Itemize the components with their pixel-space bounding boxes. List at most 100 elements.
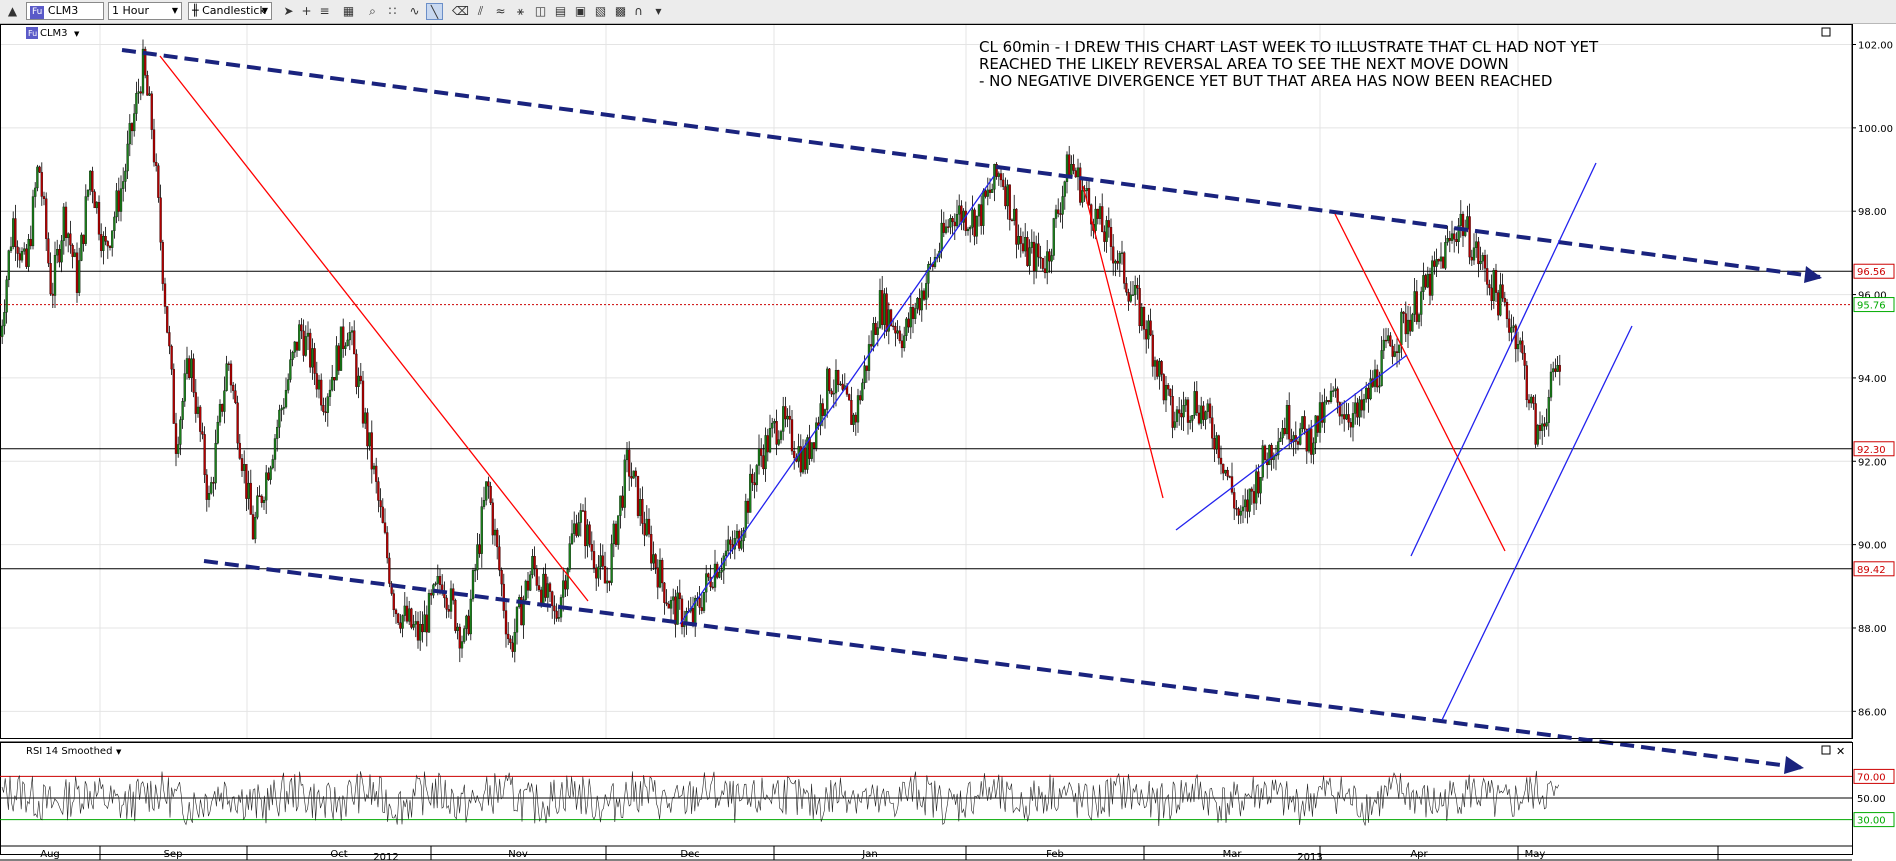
candle-body <box>718 572 721 578</box>
candle-body <box>940 222 943 252</box>
text-tool-icon[interactable]: ▤ <box>554 4 567 18</box>
candle-body <box>254 517 257 540</box>
more-tools-icon[interactable]: ▼ <box>655 7 662 16</box>
candle-body <box>408 608 411 622</box>
candle-body <box>524 580 527 600</box>
grid-icon[interactable]: ▦ <box>342 4 355 18</box>
gann-tool-icon[interactable]: ▧ <box>594 4 607 18</box>
candle-body <box>1224 469 1227 474</box>
candle-body <box>56 249 59 256</box>
candle-body <box>84 196 87 244</box>
candle-body <box>73 252 76 257</box>
candle-body <box>1114 260 1117 264</box>
add-study-icon[interactable]: ≡ <box>319 4 330 18</box>
price-chart[interactable]: Fu CLM3 ▼ CL 60min - I DREW THIS CHART L… <box>0 24 1896 861</box>
candle-body <box>493 529 497 536</box>
candle-body <box>854 414 857 423</box>
maximize-panel-icon[interactable] <box>1821 745 1831 755</box>
candle-body <box>247 482 250 499</box>
annotation-text: CL 60min - I DREW THIS CHART LAST WEEK T… <box>979 38 1599 90</box>
candle-body <box>1310 428 1313 455</box>
collapse-up-icon[interactable]: ▲ <box>7 4 18 18</box>
candle-body <box>212 482 215 484</box>
candle-body <box>1362 398 1366 411</box>
candle-body <box>777 439 780 445</box>
candle-body <box>236 402 239 444</box>
candle-body <box>760 448 763 456</box>
magnet-icon[interactable]: ∩ <box>634 4 643 18</box>
candle-body <box>368 432 371 447</box>
candle-body <box>9 246 13 251</box>
draw-mode-icon[interactable]: ∿ <box>409 4 420 18</box>
candle-body <box>1552 368 1555 373</box>
interval-select[interactable]: 1 Hour ▼ <box>108 2 182 20</box>
candle-body <box>1345 414 1348 420</box>
level-label-box <box>1853 561 1895 577</box>
candle-body <box>304 336 307 356</box>
wave-tool-icon[interactable]: ≈ <box>495 4 506 18</box>
trendline-tool-icon[interactable]: ╲ <box>426 3 443 20</box>
candle-body <box>159 197 162 243</box>
scale-icon[interactable]: ∷ <box>388 4 397 18</box>
pointer-icon[interactable]: ➤ <box>283 4 294 18</box>
candle-body <box>1059 213 1062 215</box>
year-label: 2013 <box>1297 852 1322 861</box>
horizontal-levels <box>0 270 1852 570</box>
candle-body <box>551 591 554 607</box>
candle-body <box>1052 218 1055 256</box>
candle-body <box>1255 471 1258 504</box>
crosshair-icon[interactable]: + <box>301 4 312 18</box>
candle-body <box>872 323 875 347</box>
candle-body <box>804 447 807 470</box>
candle-body <box>1431 260 1434 296</box>
candle-body <box>586 524 589 547</box>
candle-body <box>876 327 879 335</box>
candle-body <box>898 330 901 341</box>
candle-body <box>53 254 57 296</box>
eraser-icon[interactable]: ⌫ <box>452 4 469 18</box>
candle-body <box>185 358 189 374</box>
candle-body <box>911 307 915 319</box>
candle-body <box>852 414 855 425</box>
close-icon[interactable]: ✕ <box>1836 745 1845 758</box>
channel-tool-icon[interactable]: ⫽ <box>477 4 484 18</box>
candle-body <box>555 610 558 619</box>
region-tool-icon[interactable]: ▩ <box>614 4 627 18</box>
rsi-level-box <box>1853 812 1895 828</box>
candle-body <box>1017 235 1020 245</box>
candle-body <box>916 298 919 309</box>
candle-body <box>513 632 516 652</box>
candle-body <box>969 227 972 230</box>
rsi-title[interactable]: RSI 14 Smoothed <box>26 746 112 757</box>
chart-style-select[interactable]: ╫ Candlestick ▼ <box>188 2 272 20</box>
candle-body <box>86 189 90 197</box>
candle-body <box>896 330 899 334</box>
candle-body <box>808 437 811 459</box>
symbol-input[interactable]: Fu CLM3 <box>26 2 104 20</box>
candle-body <box>23 248 26 252</box>
candle-body <box>625 449 629 461</box>
candle-body <box>1156 360 1159 377</box>
candle-body <box>1492 269 1495 302</box>
candle-body <box>177 444 180 454</box>
candle-body <box>49 263 52 295</box>
candle-body <box>960 205 963 223</box>
zoom-icon[interactable]: ⌕ <box>369 4 376 18</box>
futures-badge-icon <box>26 27 38 39</box>
maximize-panel-icon[interactable] <box>1821 27 1831 37</box>
symbol-label[interactable]: Fu CLM3 ▼ <box>26 27 80 39</box>
candle-body <box>1160 361 1163 375</box>
fib-tool-icon[interactable]: ⚹ <box>516 4 525 18</box>
candle-body <box>1215 435 1218 450</box>
candle-body <box>918 298 921 311</box>
candle-body <box>1043 268 1047 274</box>
futures-badge: Fu <box>30 6 45 19</box>
candle-body <box>658 559 662 588</box>
shape-tool-icon[interactable]: ▣ <box>574 4 587 18</box>
candle-body <box>1475 241 1478 248</box>
candle-body <box>973 209 976 237</box>
pitchfork-tool-icon[interactable]: ◫ <box>534 4 547 18</box>
candle-body <box>1270 444 1273 460</box>
candle-body <box>115 190 118 218</box>
candle-body <box>309 332 312 368</box>
